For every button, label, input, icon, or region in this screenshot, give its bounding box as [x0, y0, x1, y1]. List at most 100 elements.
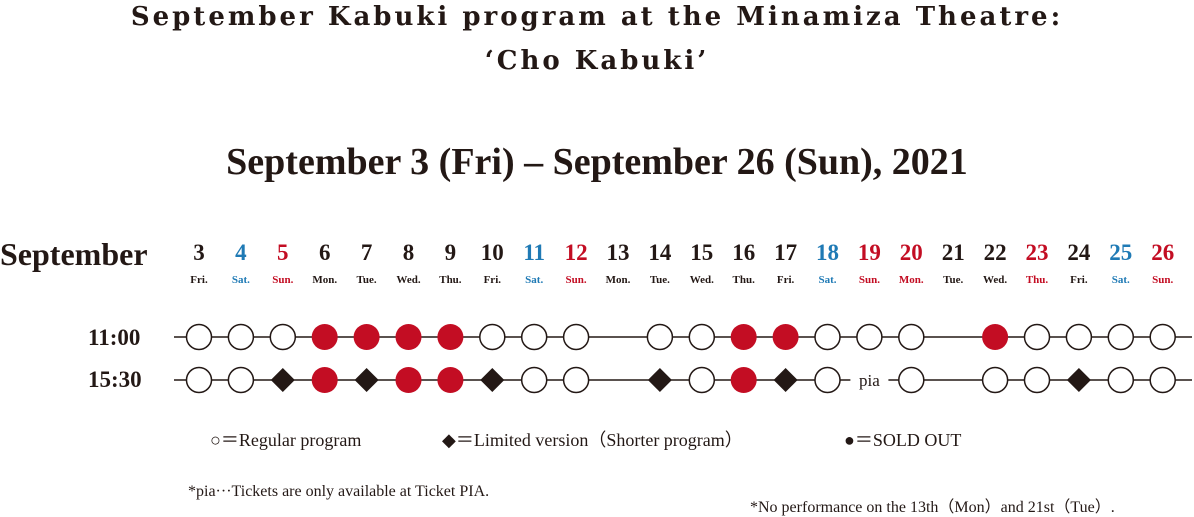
sold-out-mark	[730, 367, 757, 393]
day-number: 15	[690, 240, 714, 265]
note-pia: *pia···Tickets are only available at Tic…	[188, 483, 490, 500]
sold-out-mark	[395, 367, 422, 393]
regular-performance-mark	[479, 323, 506, 351]
day-weekday: Sat.	[231, 274, 250, 286]
day-number: 16	[732, 240, 756, 265]
day-weekday: Sun.	[858, 274, 880, 286]
legend-sold-out: ●＝SOLD OUT	[844, 430, 962, 450]
pia-label: pia	[859, 371, 880, 390]
regular-performance-mark	[898, 323, 925, 351]
limited-version-mark	[1066, 367, 1091, 393]
limited-version-mark	[480, 367, 505, 393]
sold-out-mark	[353, 324, 380, 350]
day-weekday: Fri.	[483, 274, 502, 286]
day-number: 9	[444, 240, 457, 265]
page-title-line-1: September Kabuki program at the Minamiza…	[130, 2, 1064, 32]
day-number: 22	[983, 240, 1007, 265]
sold-out-mark	[772, 324, 799, 350]
regular-performance-mark	[520, 323, 548, 351]
day-number: 25	[1109, 240, 1133, 265]
day-number: 13	[606, 240, 630, 265]
sold-out-mark	[311, 324, 338, 350]
regular-performance-mark	[269, 323, 297, 351]
month-label: September	[0, 236, 148, 272]
regular-performance-mark	[814, 366, 841, 394]
limited-version-mark	[354, 367, 379, 393]
day-number: 21	[941, 240, 965, 265]
sold-out-mark	[311, 367, 338, 393]
sold-out-mark	[437, 367, 464, 393]
regular-performance-mark	[898, 366, 925, 394]
day-number: 18	[816, 240, 839, 265]
regular-performance-mark	[1023, 323, 1051, 351]
regular-performance-mark	[981, 366, 1009, 394]
day-weekday: Tue.	[943, 274, 964, 286]
day-weekday: Wed.	[689, 274, 714, 286]
day-number: 20	[899, 240, 923, 265]
day-number: 11	[523, 240, 546, 265]
regular-performance-mark	[562, 366, 590, 394]
sold-out-mark	[437, 324, 464, 350]
day-number: 4	[235, 240, 247, 265]
day-weekday: Wed.	[396, 274, 421, 286]
regular-performance-mark	[1023, 366, 1051, 394]
legend-regular: ○＝Regular program	[210, 430, 362, 450]
pia-label-bg	[850, 368, 889, 392]
day-weekday: Mon.	[605, 274, 631, 286]
regular-performance-mark	[1107, 366, 1135, 394]
day-number: 19	[857, 240, 881, 265]
day-weekday: Sun.	[1152, 274, 1174, 286]
day-number: 3	[193, 240, 205, 265]
day-number: 17	[774, 240, 798, 265]
day-number: 24	[1067, 240, 1091, 265]
regular-performance-mark	[688, 366, 716, 394]
day-weekday: Sat.	[525, 274, 544, 286]
day-number: 23	[1025, 240, 1049, 265]
limited-version-mark	[270, 367, 295, 393]
day-weekday: Mon.	[312, 274, 338, 286]
regular-performance-mark	[185, 323, 213, 351]
limited-version-mark	[647, 367, 672, 393]
day-number: 10	[480, 240, 504, 265]
regular-performance-mark	[227, 366, 255, 394]
day-weekday: Tue.	[649, 274, 670, 286]
page-title-line-2: ‘Cho Kabuki’	[484, 46, 710, 76]
time-label-1100: 11:00	[88, 325, 141, 350]
day-weekday: Thu.	[1025, 274, 1049, 286]
day-weekday: Fri.	[776, 274, 795, 286]
limited-version-mark	[773, 367, 798, 393]
day-weekday: Thu.	[732, 274, 755, 286]
day-weekday: Sun.	[272, 274, 294, 286]
day-number: 6	[318, 240, 331, 265]
regular-performance-mark	[1065, 323, 1093, 351]
time-label-1530: 15:30	[88, 367, 142, 392]
day-number: 26	[1151, 240, 1175, 265]
date-range: September 3 (Fri) – September 26 (Sun), …	[226, 141, 968, 183]
regular-performance-mark	[520, 366, 548, 394]
note-no-performance: *No performance on the 13th（Mon）and 21st…	[750, 499, 1115, 516]
regular-performance-mark	[1149, 323, 1176, 351]
day-weekday: Fri.	[190, 274, 208, 286]
regular-performance-mark	[814, 323, 841, 351]
day-number: 8	[402, 240, 415, 265]
day-weekday: Sat.	[818, 274, 837, 286]
sold-out-mark	[982, 324, 1009, 350]
regular-performance-mark	[688, 323, 716, 351]
sold-out-mark	[395, 324, 422, 350]
regular-performance-mark	[185, 366, 213, 394]
day-number: 12	[564, 240, 588, 265]
day-weekday: Wed.	[983, 274, 1008, 286]
day-weekday: Tue.	[356, 274, 377, 286]
regular-performance-mark	[562, 323, 590, 351]
day-number: 7	[360, 240, 373, 265]
day-weekday: Mon.	[898, 274, 924, 286]
sold-out-mark	[730, 324, 757, 350]
day-weekday: Sat.	[1111, 274, 1130, 286]
regular-performance-mark	[646, 323, 674, 351]
day-number: 5	[277, 240, 289, 265]
day-weekday: Thu.	[439, 274, 462, 286]
legend-limited: ◆＝Limited version（Shorter program）	[442, 430, 743, 450]
day-number: 14	[648, 240, 672, 265]
day-weekday: Fri.	[1070, 274, 1088, 286]
